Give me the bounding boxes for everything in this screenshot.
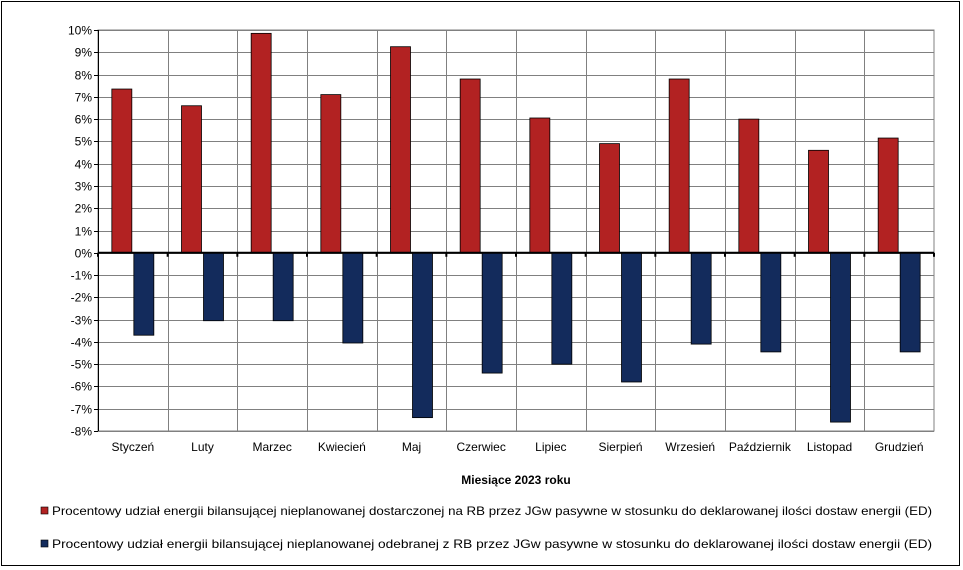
bar-received-12 (899, 252, 921, 353)
bar-received-2 (203, 252, 224, 322)
x-tick-label: Wrzesień (665, 440, 715, 454)
bar-delivered-11 (808, 149, 829, 254)
bar-received-9 (690, 252, 712, 345)
x-tick-label: Kwiecień (318, 440, 366, 454)
y-tick-label: 2% (75, 202, 93, 216)
bar-received-8 (621, 252, 642, 383)
legend: Procentowy udział energii bilansującej n… (40, 504, 932, 551)
x-axis-title: Miesiące 2023 roku (461, 473, 570, 487)
y-tick-label: 0% (75, 247, 93, 261)
y-tick-label: -4% (71, 336, 93, 350)
y-tick-label: -2% (71, 291, 93, 305)
bar-delivered-9 (668, 78, 690, 254)
bars-layer (111, 32, 921, 423)
x-tick-label: Czerwiec (456, 440, 505, 454)
bar-received-11 (830, 252, 851, 423)
bar-delivered-5 (390, 46, 411, 254)
axes-layer (94, 30, 935, 432)
bar-received-4 (342, 252, 364, 344)
bar-received-7 (551, 252, 573, 365)
y-tick-label: 10% (68, 24, 92, 38)
y-tick-label: 1% (75, 225, 93, 239)
x-tick-label: Sierpień (598, 440, 642, 454)
y-tick-label: 5% (75, 135, 93, 149)
y-tick-label: -8% (71, 425, 93, 439)
x-tick-label: Maj (402, 440, 421, 454)
y-tick-label: -3% (71, 314, 93, 328)
y-tick-label: -1% (71, 269, 93, 283)
bar-delivered-3 (250, 32, 272, 254)
y-tick-label: 8% (75, 69, 93, 83)
x-tick-label: Grudzień (875, 440, 924, 454)
legend-label-1: Procentowy udział energii bilansującej n… (52, 504, 932, 518)
y-tick-label: -6% (71, 380, 93, 394)
bar-delivered-7 (529, 117, 551, 254)
legend-label-2: Procentowy udział energii bilansującej n… (52, 537, 932, 551)
bar-delivered-4 (320, 94, 342, 254)
bar-delivered-10 (738, 118, 760, 254)
y-tick-label: 9% (75, 46, 93, 60)
x-tick-label: Luty (191, 440, 214, 454)
bar-delivered-1 (111, 88, 133, 254)
bar-received-6 (481, 252, 503, 374)
x-tick-label: Październik (729, 440, 792, 454)
x-tick-label: Marzec (252, 440, 291, 454)
y-tick-label: 7% (75, 91, 93, 105)
legend-swatch-1 (40, 506, 49, 515)
y-tick-label: -5% (71, 358, 93, 372)
y-tick-label: -7% (71, 403, 93, 417)
y-tick-label: 4% (75, 158, 93, 172)
bar-received-5 (412, 252, 433, 419)
y-tick-label: 6% (75, 113, 93, 127)
x-tick-label: Styczeń (111, 440, 154, 454)
legend-swatch-2 (40, 539, 49, 548)
bar-delivered-8 (599, 143, 620, 254)
bar-delivered-12 (877, 137, 899, 254)
y-tick-label: 3% (75, 180, 93, 194)
bar-received-1 (133, 252, 155, 336)
bar-delivered-6 (459, 78, 481, 254)
x-tick-label: Lipiec (535, 440, 566, 454)
bar-received-10 (760, 252, 782, 353)
bar-received-3 (272, 252, 294, 322)
bar-delivered-2 (181, 105, 202, 254)
labels-layer: -8% -7% -6% -5% -4% -3% -2% -1% 0% 1% 2% 3% 4% 5% 6% 7%… (68, 24, 924, 455)
x-tick-label: Listopad (807, 440, 852, 454)
